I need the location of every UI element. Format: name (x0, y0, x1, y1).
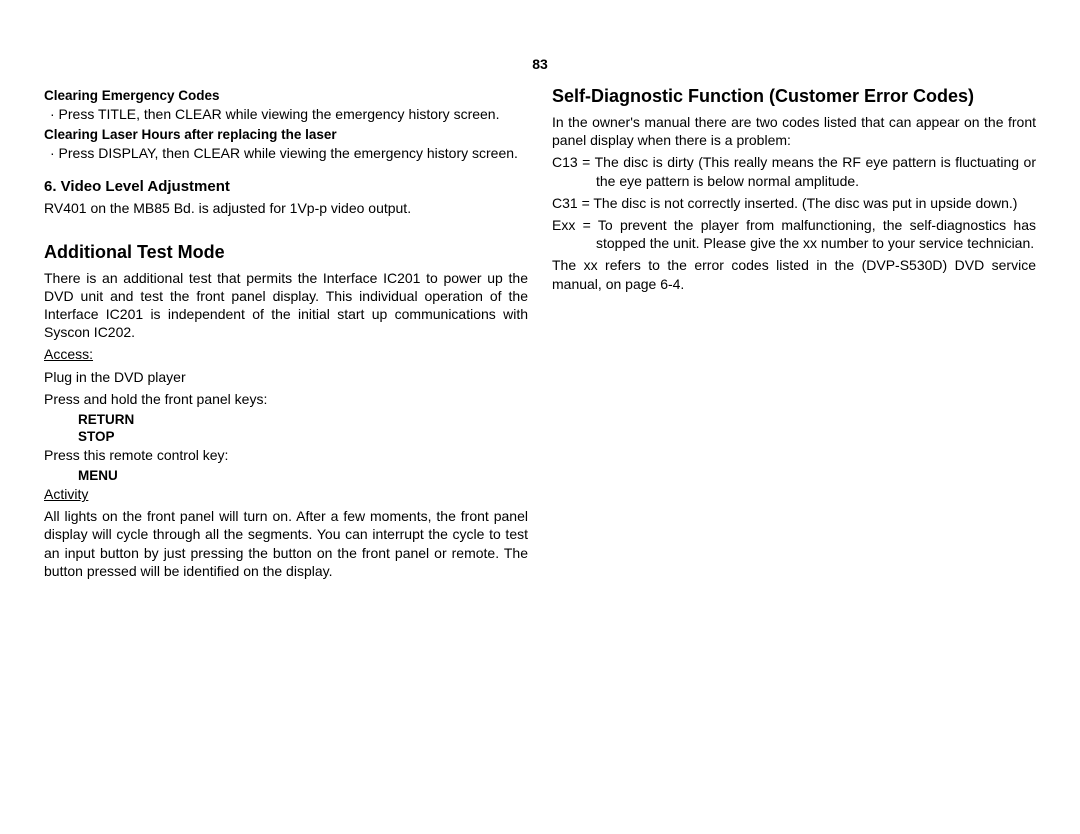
heading-self-diagnostic: Self-Diagnostic Function (Customer Error… (552, 86, 1036, 107)
self-diag-intro: In the owner's manual there are two code… (552, 113, 1036, 149)
heading-additional-test-mode: Additional Test Mode (44, 242, 528, 263)
access-label-text: Access: (44, 346, 93, 362)
page: 83 Clearing Emergency Codes · Press TITL… (0, 0, 1080, 834)
video-level-body: RV401 on the MB85 Bd. is adjusted for 1V… (44, 199, 528, 217)
additional-intro: There is an additional test that permits… (44, 269, 528, 342)
content-columns: Clearing Emergency Codes · Press TITLE, … (44, 86, 1036, 584)
activity-body: All lights on the front panel will turn … (44, 507, 528, 580)
heading-clear-laser: Clearing Laser Hours after replacing the… (44, 127, 528, 142)
bullet-clear-emergency: · Press TITLE, then CLEAR while viewing … (44, 105, 528, 123)
access-step-3: Press this remote control key: (44, 446, 528, 464)
bullet-clear-laser: · Press DISPLAY, then CLEAR while viewin… (44, 144, 528, 162)
access-label: Access: (44, 345, 528, 363)
page-number: 83 (44, 56, 1036, 72)
key-return: RETURN (44, 412, 528, 427)
heading-clear-emergency: Clearing Emergency Codes (44, 88, 528, 103)
activity-label: Activity (44, 485, 528, 503)
code-c13: C13 = The disc is dirty (This really mea… (552, 153, 1036, 189)
access-step-2: Press and hold the front panel keys: (44, 390, 528, 408)
left-column: Clearing Emergency Codes · Press TITLE, … (44, 86, 528, 584)
heading-video-level: 6. Video Level Adjustment (44, 178, 528, 195)
xx-note: The xx refers to the error codes listed … (552, 256, 1036, 292)
access-step-1: Plug in the DVD player (44, 368, 528, 386)
key-menu: MENU (44, 468, 528, 483)
code-c31: C31 = The disc is not correctly inserted… (552, 194, 1036, 212)
key-stop: STOP (44, 429, 528, 444)
right-column: Self-Diagnostic Function (Customer Error… (552, 86, 1036, 584)
code-exx: Exx = To prevent the player from malfunc… (552, 216, 1036, 252)
activity-label-text: Activity (44, 486, 88, 502)
